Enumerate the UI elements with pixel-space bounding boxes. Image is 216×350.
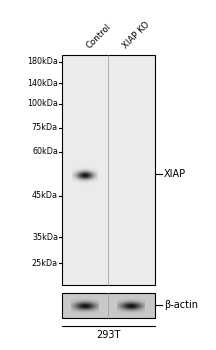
- Text: Control: Control: [85, 22, 113, 50]
- Text: XIAP KO: XIAP KO: [121, 20, 151, 50]
- Text: 60kDa: 60kDa: [32, 147, 58, 156]
- Text: 35kDa: 35kDa: [32, 232, 58, 241]
- Text: 180kDa: 180kDa: [27, 57, 58, 66]
- Text: 100kDa: 100kDa: [27, 99, 58, 108]
- Text: 293T: 293T: [96, 330, 120, 340]
- Text: 140kDa: 140kDa: [27, 78, 58, 88]
- Text: β-actin: β-actin: [164, 300, 198, 310]
- Text: XIAP: XIAP: [164, 169, 186, 179]
- Bar: [62, 293, 155, 318]
- Bar: [62, 55, 155, 285]
- Text: 75kDa: 75kDa: [32, 124, 58, 133]
- Text: 25kDa: 25kDa: [32, 259, 58, 267]
- Text: 45kDa: 45kDa: [32, 191, 58, 201]
